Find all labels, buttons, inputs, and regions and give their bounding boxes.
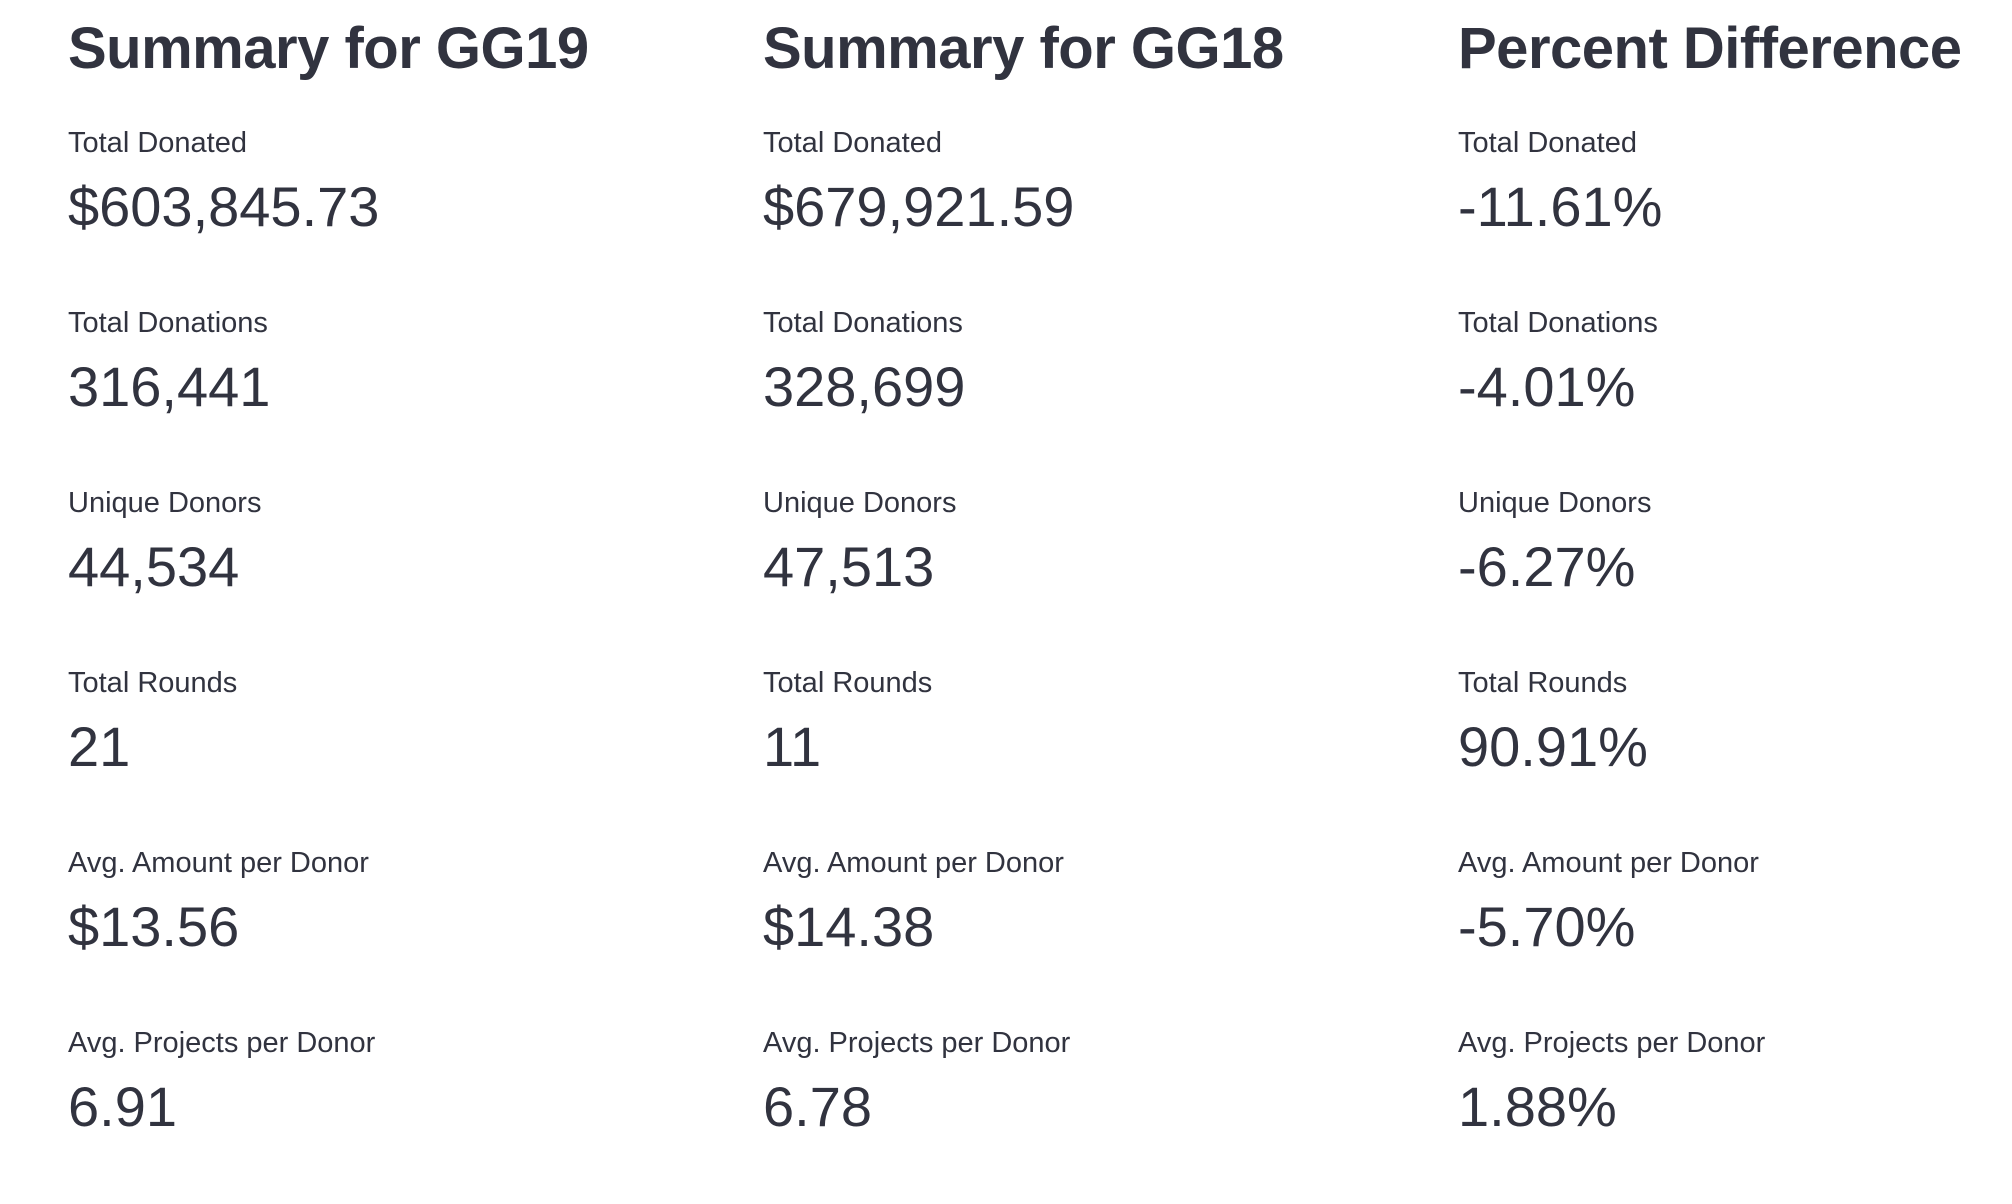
metric-total-rounds: Total Rounds 21 xyxy=(68,664,763,778)
metric-label: Avg. Amount per Donor xyxy=(763,846,1064,879)
metric-label: Unique Donors xyxy=(763,486,957,519)
metric-avg-amount-per-donor: Avg. Amount per Donor $13.56 xyxy=(68,844,763,958)
metric-label: Avg. Amount per Donor xyxy=(1458,846,1759,879)
metric-value: 21 xyxy=(68,714,131,778)
metric-label: Avg. Amount per Donor xyxy=(68,846,369,879)
metric-total-rounds: Total Rounds 90.91% xyxy=(1458,664,2012,778)
metric-unique-donors: Unique Donors -6.27% xyxy=(1458,484,2012,598)
metric-value: 90.91% xyxy=(1458,714,1648,778)
metric-avg-projects-per-donor: Avg. Projects per Donor 6.78 xyxy=(763,1024,1458,1138)
metric-value: -6.27% xyxy=(1458,534,1636,598)
metric-value: -4.01% xyxy=(1458,354,1636,418)
metric-total-rounds: Total Rounds 11 xyxy=(763,664,1458,778)
metric-label: Total Rounds xyxy=(763,666,933,699)
column-title-percent-difference: Percent Difference xyxy=(1458,16,1962,81)
metric-unique-donors: Unique Donors 47,513 xyxy=(763,484,1458,598)
metric-total-donated: Total Donated $603,845.73 xyxy=(68,124,763,238)
metric-label: Unique Donors xyxy=(1458,486,1652,519)
metric-value: 328,699 xyxy=(763,354,966,418)
metric-value: $13.56 xyxy=(68,894,240,958)
metric-label: Avg. Projects per Donor xyxy=(68,1026,376,1059)
metric-value: 47,513 xyxy=(763,534,935,598)
column-title-gg19: Summary for GG19 xyxy=(68,16,589,81)
metric-value: 316,441 xyxy=(68,354,271,418)
summary-column-gg19: Summary for GG19 Total Donated $603,845.… xyxy=(68,14,763,1204)
metric-avg-projects-per-donor: Avg. Projects per Donor 1.88% xyxy=(1458,1024,2012,1138)
metric-total-donations: Total Donations 328,699 xyxy=(763,304,1458,418)
metric-label: Total Rounds xyxy=(68,666,238,699)
summary-column-gg18: Summary for GG18 Total Donated $679,921.… xyxy=(763,14,1458,1204)
percent-difference-column: Percent Difference Total Donated -11.61%… xyxy=(1458,14,2012,1204)
metric-value: $679,921.59 xyxy=(763,174,1075,238)
metric-avg-projects-per-donor: Avg. Projects per Donor 6.91 xyxy=(68,1024,763,1138)
metric-total-donated: Total Donated -11.61% xyxy=(1458,124,2012,238)
metric-label: Total Rounds xyxy=(1458,666,1628,699)
metric-total-donated: Total Donated $679,921.59 xyxy=(763,124,1458,238)
metric-label: Total Donated xyxy=(763,126,942,159)
metric-label: Total Donations xyxy=(763,306,963,339)
metric-value: 6.91 xyxy=(68,1074,177,1138)
metric-label: Total Donations xyxy=(68,306,268,339)
metric-value: 1.88% xyxy=(1458,1074,1617,1138)
metric-avg-amount-per-donor: Avg. Amount per Donor $14.38 xyxy=(763,844,1458,958)
metric-value: -5.70% xyxy=(1458,894,1636,958)
metric-total-donations: Total Donations 316,441 xyxy=(68,304,763,418)
column-title-gg18: Summary for GG18 xyxy=(763,16,1284,81)
metric-value: 44,534 xyxy=(68,534,240,598)
metric-label: Unique Donors xyxy=(68,486,262,519)
metric-value: 11 xyxy=(763,714,822,778)
metric-label: Avg. Projects per Donor xyxy=(1458,1026,1766,1059)
metric-value: $603,845.73 xyxy=(68,174,380,238)
metric-value: $14.38 xyxy=(763,894,935,958)
metric-total-donations: Total Donations -4.01% xyxy=(1458,304,2012,418)
metric-label: Total Donated xyxy=(1458,126,1637,159)
metric-avg-amount-per-donor: Avg. Amount per Donor -5.70% xyxy=(1458,844,2012,958)
metric-label: Total Donated xyxy=(68,126,247,159)
metric-label: Avg. Projects per Donor xyxy=(763,1026,1071,1059)
metric-value: -11.61% xyxy=(1458,174,1663,238)
metric-value: 6.78 xyxy=(763,1074,872,1138)
metric-label: Total Donations xyxy=(1458,306,1658,339)
metric-unique-donors: Unique Donors 44,534 xyxy=(68,484,763,598)
